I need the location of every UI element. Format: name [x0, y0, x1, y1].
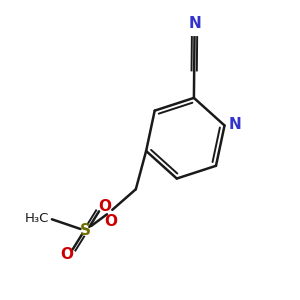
Text: N: N: [188, 16, 201, 31]
Text: N: N: [228, 117, 241, 132]
Text: O: O: [104, 214, 117, 229]
Text: O: O: [61, 248, 74, 262]
Text: S: S: [80, 223, 91, 238]
Text: O: O: [98, 199, 111, 214]
Text: H₃C: H₃C: [25, 212, 49, 225]
